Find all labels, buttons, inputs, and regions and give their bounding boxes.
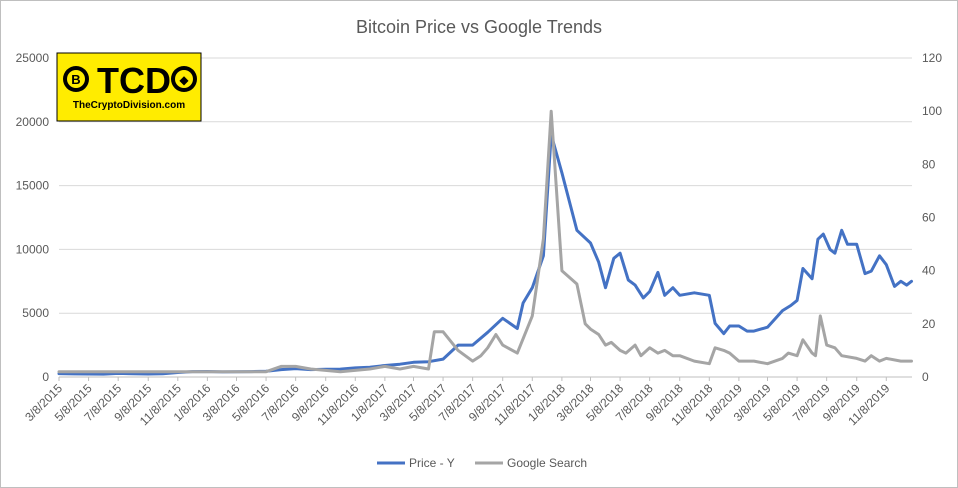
- y-right-tick-label: 20: [922, 317, 936, 331]
- legend-label-price: Price - Y: [409, 456, 455, 470]
- legend: Price - Y Google Search: [377, 456, 587, 470]
- tcd-logo: B TCD ◆ TheCryptoDivision.com: [56, 52, 202, 122]
- y-left-tick-label: 10000: [16, 242, 50, 256]
- legend-label-google: Google Search: [507, 456, 587, 470]
- y-axis-left-ticks: 0 5000 10000 15000 20000 25000: [16, 51, 50, 384]
- ethereum-coin-inner: [175, 70, 193, 88]
- bitcoin-coin-inner: [67, 70, 85, 88]
- ethereum-symbol: ◆: [179, 73, 189, 87]
- series-line-google-search: [57, 109, 913, 374]
- bitcoin-symbol: B: [71, 72, 80, 87]
- x-axis-ticks: 3/8/20155/8/20157/8/20159/8/201511/8/201…: [22, 377, 893, 428]
- y-right-tick-label: 40: [922, 264, 936, 278]
- y-left-tick-label: 15000: [16, 179, 50, 193]
- y-left-tick-label: 0: [42, 370, 49, 384]
- logo-letters: TCD: [97, 60, 171, 101]
- logo-tagline: TheCryptoDivision.com: [73, 100, 185, 111]
- series-line-price: [57, 133, 913, 376]
- series-layer: [57, 109, 913, 376]
- y-right-tick-label: 0: [922, 370, 929, 384]
- y-left-tick-label: 25000: [16, 51, 50, 65]
- y-axis-right-ticks: 0 20 40 60 80 100 120: [922, 51, 942, 384]
- y-right-tick-label: 100: [922, 104, 942, 118]
- y-right-tick-label: 80: [922, 157, 936, 171]
- y-left-tick-label: 20000: [16, 115, 50, 129]
- chart-title: Bitcoin Price vs Google Trends: [356, 17, 602, 37]
- y-left-tick-label: 5000: [22, 306, 49, 320]
- y-right-tick-label: 120: [922, 51, 942, 65]
- y-right-tick-label: 60: [922, 211, 936, 225]
